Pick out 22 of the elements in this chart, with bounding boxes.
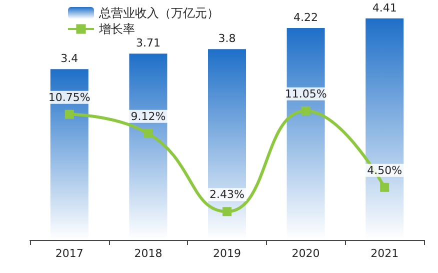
- x-tick-label: 2020: [292, 247, 320, 260]
- data-label: 4.22: [294, 10, 318, 24]
- x-tick-label: 2019: [213, 247, 241, 260]
- data-label: 4.50%: [367, 164, 402, 177]
- legend-label: 增长率: [98, 22, 135, 36]
- point: [144, 128, 153, 138]
- legend-label: 总营业收入（万亿元）: [98, 6, 219, 20]
- x-tick-label: 2017: [55, 247, 84, 260]
- data-label: 3.71: [136, 36, 160, 50]
- data-label: 9.12%: [130, 110, 166, 123]
- x-tick-label: 2021: [370, 247, 399, 260]
- x-tick-label: 2018: [134, 247, 162, 260]
- data-label: 3.8: [218, 32, 236, 46]
- data-label: 2.43%: [210, 188, 244, 202]
- data-label: 10.75%: [48, 90, 90, 104]
- data-label: 3.4: [60, 52, 78, 66]
- data-label: 11.05%: [284, 87, 327, 100]
- point: [64, 110, 74, 119]
- data-label: 4.41: [372, 1, 397, 14]
- point: [380, 182, 390, 192]
- point: [301, 106, 310, 116]
- point: [222, 207, 232, 216]
